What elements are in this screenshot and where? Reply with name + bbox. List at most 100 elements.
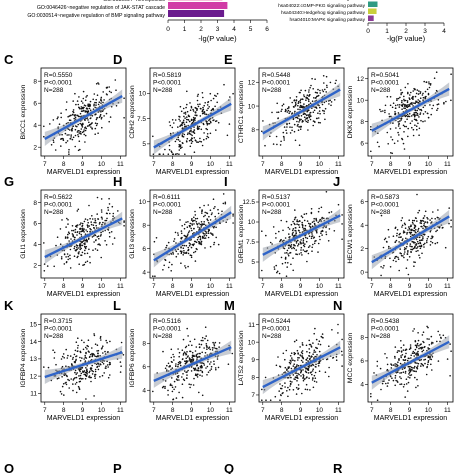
data-point — [300, 239, 302, 241]
data-point — [203, 132, 205, 134]
plot-area — [40, 189, 127, 279]
data-point — [306, 117, 309, 119]
data-point — [289, 380, 292, 383]
data-point — [72, 383, 74, 385]
data-point — [295, 232, 297, 235]
data-point — [96, 249, 99, 251]
y-axis-label: CTHRC1 expression — [238, 81, 245, 144]
data-point — [177, 248, 179, 250]
data-point — [405, 352, 407, 355]
data-point — [290, 263, 292, 266]
data-point — [287, 254, 290, 257]
data-point — [91, 352, 93, 355]
data-point — [304, 236, 307, 239]
go-x-tick-label: 6 — [265, 26, 269, 33]
data-point — [208, 119, 210, 122]
data-point — [398, 358, 400, 361]
data-point — [65, 261, 68, 263]
data-point — [295, 100, 298, 102]
data-point — [169, 124, 172, 127]
data-point — [384, 109, 386, 112]
data-point — [300, 375, 302, 377]
data-point — [210, 213, 213, 216]
data-point — [192, 359, 195, 362]
data-point — [310, 237, 313, 240]
x-axis-label: MARVELD1 expression — [156, 415, 230, 422]
data-point — [91, 127, 93, 129]
data-point — [333, 99, 336, 101]
y-tick-label: 12 — [357, 76, 365, 83]
data-point — [294, 360, 296, 362]
data-point — [319, 112, 321, 115]
data-point — [280, 387, 283, 390]
data-point — [396, 351, 399, 354]
data-point — [83, 373, 85, 376]
data-point — [207, 101, 209, 104]
data-point — [397, 97, 400, 100]
data-point — [297, 377, 299, 380]
data-point — [93, 221, 95, 224]
regression-line — [153, 346, 232, 382]
data-point — [292, 246, 295, 249]
data-point — [311, 77, 313, 80]
data-point — [413, 370, 416, 373]
data-point — [199, 115, 202, 117]
data-point — [429, 244, 432, 246]
data-point — [82, 240, 85, 242]
data-point — [80, 128, 83, 130]
data-point — [182, 254, 184, 256]
stat-label: N=288 — [153, 333, 173, 340]
stat-label: R=0.5819 — [153, 72, 182, 79]
data-point — [262, 120, 264, 122]
data-point — [436, 103, 439, 106]
data-point — [279, 383, 281, 385]
x-tick-label: 7 — [43, 161, 47, 168]
data-point — [421, 94, 424, 96]
data-point — [81, 367, 83, 369]
data-point — [209, 369, 211, 372]
data-point — [85, 375, 88, 378]
data-point — [308, 235, 311, 237]
data-point — [79, 380, 82, 383]
data-point — [201, 371, 204, 374]
data-point — [98, 101, 101, 103]
data-point — [431, 341, 433, 344]
data-point — [312, 111, 315, 113]
data-point — [206, 346, 208, 349]
data-point — [434, 242, 437, 245]
data-point — [391, 377, 393, 380]
data-point — [83, 245, 86, 248]
data-point — [97, 368, 100, 371]
data-point — [109, 374, 111, 376]
data-point — [331, 329, 333, 331]
data-point — [293, 340, 296, 343]
kegg-term-bar — [368, 15, 374, 21]
stat-label: N=288 — [153, 209, 173, 216]
data-point — [194, 350, 197, 352]
data-point — [325, 231, 327, 233]
data-point — [294, 234, 296, 236]
data-point — [304, 243, 306, 245]
data-point — [410, 251, 412, 253]
data-point — [105, 93, 108, 95]
data-point — [317, 117, 320, 119]
data-point — [68, 115, 71, 117]
data-point — [299, 108, 301, 111]
data-point — [404, 355, 407, 358]
data-point — [307, 129, 309, 131]
data-point — [84, 218, 87, 220]
x-tick-label: 8 — [389, 407, 393, 414]
data-point — [171, 384, 173, 387]
y-axis-label: GREM1 expression — [238, 204, 245, 263]
data-point — [208, 229, 210, 231]
data-point — [86, 230, 89, 233]
data-point — [120, 341, 123, 344]
data-point — [196, 99, 199, 102]
data-point — [383, 238, 386, 241]
data-point — [185, 244, 188, 247]
data-point — [94, 106, 96, 109]
data-point — [432, 104, 435, 107]
data-point — [84, 242, 86, 244]
data-point — [284, 261, 287, 264]
